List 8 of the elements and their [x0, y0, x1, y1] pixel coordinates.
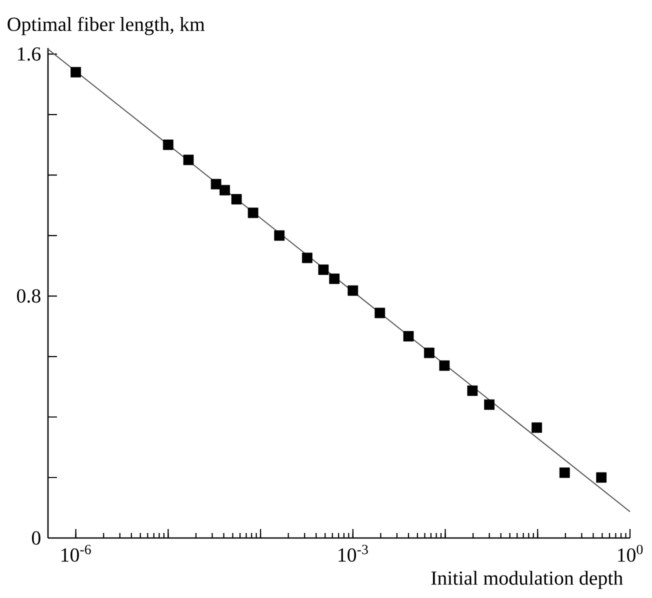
- x-tick-label: 10$^{0}$: [618, 544, 643, 562]
- x-tick-label: 10$^{-3}$: [338, 544, 368, 562]
- y-tick-label: 0.8: [17, 289, 40, 303]
- x-tick-label: 10$^{-6}$: [62, 544, 91, 562]
- y-axis-title: Optimal fiber length, km: [8, 16, 205, 36]
- y-tick-label: 1.6: [18, 47, 41, 61]
- x-axis-title: Initial modulation depth: [431, 570, 623, 589]
- y-tick-label: 0: [32, 531, 40, 545]
